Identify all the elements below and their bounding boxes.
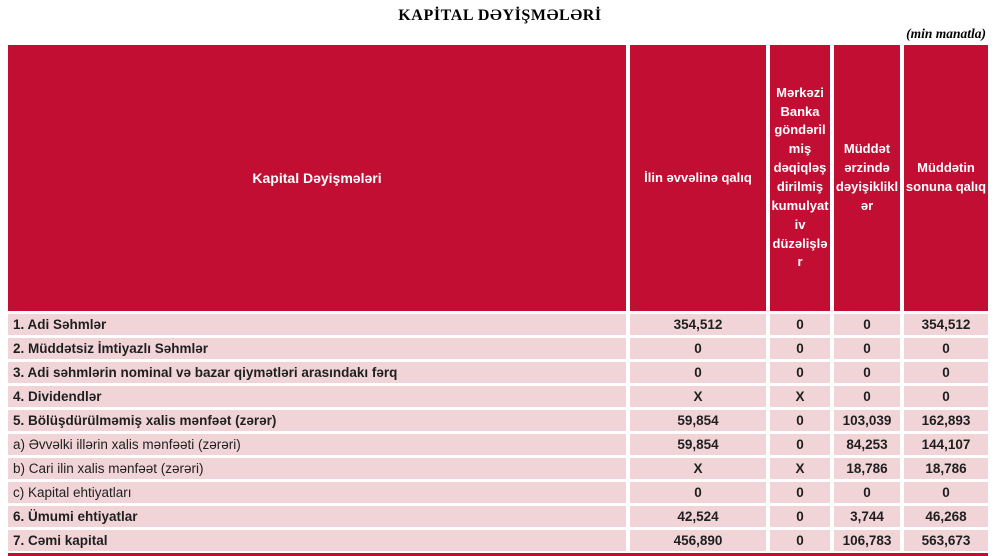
row-label: 3. Adi səhmlərin nominal və bazar qiymət… xyxy=(8,362,626,383)
page-title: KAPİTAL DƏYİŞMƏLƏRİ xyxy=(398,7,602,24)
row-value: 0 xyxy=(904,482,988,503)
row-value: 59,854 xyxy=(630,410,766,431)
row-value: 0 xyxy=(770,362,830,383)
row-value: 0 xyxy=(834,314,900,335)
row-value: 0 xyxy=(770,530,830,551)
row-value: 456,890 xyxy=(630,530,766,551)
table-row-muddetsiz-imtiyazli-sehmler: 2. Müddətsiz İmtiyazlı Səhmlər 0 0 0 0 xyxy=(8,338,988,359)
row-label: 5. Bölüşdürülməmiş xalis mənfəət (zərər) xyxy=(8,410,626,431)
row-value: 0 xyxy=(834,362,900,383)
row-value: X xyxy=(770,386,830,407)
row-value: 59,854 xyxy=(630,434,766,455)
row-value: 0 xyxy=(904,386,988,407)
column-header-muddetin-sonuna-qaliq: Müddətin sonuna qalıq xyxy=(904,45,988,311)
row-value: 3,744 xyxy=(834,506,900,527)
row-value: X xyxy=(630,458,766,479)
row-value: X xyxy=(630,386,766,407)
row-value: X xyxy=(770,458,830,479)
row-value: 0 xyxy=(630,338,766,359)
table-row-cemi-kapital: 7. Cəmi kapital 456,890 0 106,783 563,67… xyxy=(8,530,988,551)
row-value: 0 xyxy=(630,362,766,383)
row-value: 103,039 xyxy=(834,410,900,431)
row-value: 144,107 xyxy=(904,434,988,455)
row-label: 6. Ümumi ehtiyatlar xyxy=(8,506,626,527)
row-value: 0 xyxy=(834,386,900,407)
row-value: 0 xyxy=(770,434,830,455)
table-row-dividendler: 4. Dividendlər X X 0 0 xyxy=(8,386,988,407)
table-row-nominal-bazar-ferqi: 3. Adi səhmlərin nominal və bazar qiymət… xyxy=(8,362,988,383)
row-value: 106,783 xyxy=(834,530,900,551)
table-row-kapital-ehtiyatlari: c) Kapital ehtiyatları 0 0 0 0 xyxy=(8,482,988,503)
row-value: 84,253 xyxy=(834,434,900,455)
table-row-cari-ilin-menfeeti: b) Cari ilin xalis mənfəət (zərəri) X X … xyxy=(8,458,988,479)
row-value: 162,893 xyxy=(904,410,988,431)
table-row-umumi-ehtiyatlar: 6. Ümumi ehtiyatlar 42,524 0 3,744 46,26… xyxy=(8,506,988,527)
column-header-merkezi-banka-duzelisler: Mərkəzi Banka göndərilmiş dəqiqləşdirilm… xyxy=(770,45,830,311)
column-header-kapital-deyismeleri: Kapital Dəyişmələri xyxy=(8,45,626,311)
row-label: 1. Adi Səhmlər xyxy=(8,314,626,335)
row-value: 0 xyxy=(770,314,830,335)
row-label: c) Kapital ehtiyatları xyxy=(8,482,626,503)
row-value: 18,786 xyxy=(834,458,900,479)
row-value: 0 xyxy=(904,362,988,383)
row-label: a) Əvvəlki illərin xalis mənfəəti (zərər… xyxy=(8,434,626,455)
row-label: b) Cari ilin xalis mənfəət (zərəri) xyxy=(8,458,626,479)
row-value: 0 xyxy=(834,482,900,503)
row-label: 2. Müddətsiz İmtiyazlı Səhmlər xyxy=(8,338,626,359)
column-header-muddet-erzinde-deyisiklikler: Müddət ərzində dəyişikliklər xyxy=(834,45,900,311)
row-value: 46,268 xyxy=(904,506,988,527)
table-bottom-border xyxy=(8,553,988,556)
row-value: 0 xyxy=(770,410,830,431)
row-value: 0 xyxy=(904,338,988,359)
row-value: 18,786 xyxy=(904,458,988,479)
row-label: 7. Cəmi kapital xyxy=(8,530,626,551)
row-value: 354,512 xyxy=(630,314,766,335)
row-value: 563,673 xyxy=(904,530,988,551)
column-header-ilin-evveline-qaliq: İlin əvvəlinə qalıq xyxy=(630,45,766,311)
table-row-evvelki-illerin-menfeeti: a) Əvvəlki illərin xalis mənfəəti (zərər… xyxy=(8,434,988,455)
row-value: 0 xyxy=(630,482,766,503)
table-header-row: Kapital Dəyişmələri İlin əvvəlinə qalıq … xyxy=(8,45,988,311)
row-value: 0 xyxy=(770,338,830,359)
unit-note: (min manatla) xyxy=(906,26,986,41)
row-value: 42,524 xyxy=(630,506,766,527)
table-row-bolusdurulmemis-xalis-menfeet: 5. Bölüşdürülməmiş xalis mənfəət (zərər)… xyxy=(8,410,988,431)
row-value: 354,512 xyxy=(904,314,988,335)
row-label: 4. Dividendlər xyxy=(8,386,626,407)
table-row-adi-sehmler: 1. Adi Səhmlər 354,512 0 0 354,512 xyxy=(8,314,988,335)
row-value: 0 xyxy=(770,506,830,527)
row-value: 0 xyxy=(834,338,900,359)
row-value: 0 xyxy=(770,482,830,503)
capital-changes-table: Kapital Dəyişmələri İlin əvvəlinə qalıq … xyxy=(8,45,988,556)
